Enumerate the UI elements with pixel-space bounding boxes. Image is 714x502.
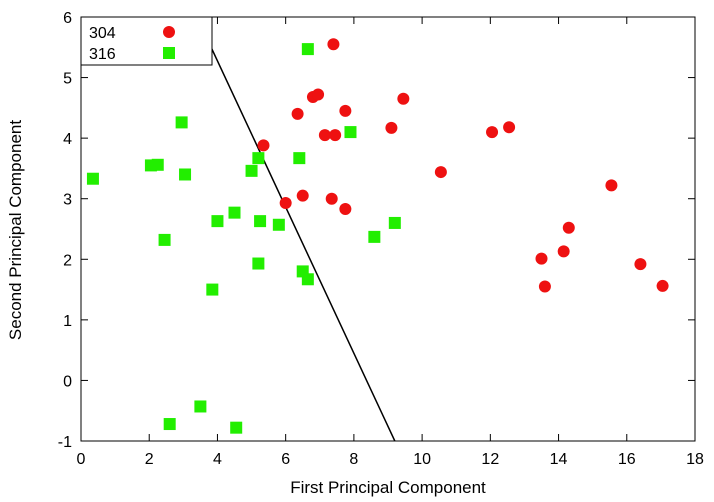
data-point-304 [503,121,516,134]
data-point-304 [538,280,551,293]
y-tick-label: 5 [63,71,72,88]
data-point-316 [368,230,381,243]
x-tick-label: 8 [349,451,358,468]
data-point-316 [194,400,207,413]
x-tick-label: 4 [213,451,222,468]
x-tick-label: 6 [281,451,290,468]
data-point-316 [252,152,265,165]
x-tick-label: 2 [145,451,154,468]
y-tick-label: 2 [63,252,72,269]
y-axis-label: Second Principal Component [6,120,25,340]
data-point-316 [179,168,192,181]
series-316 [86,43,401,434]
x-tick-label: 18 [686,451,704,468]
y-tick-label: 0 [63,373,72,390]
x-tick-label: 10 [413,451,431,468]
data-point-316 [301,43,314,56]
x-tick-label: 14 [550,451,568,468]
data-point-316 [388,216,401,229]
data-point-304 [318,129,331,142]
data-point-304 [339,203,352,216]
y-tick-label: 1 [63,313,72,330]
data-point-304 [312,88,325,101]
data-point-316 [175,116,188,129]
y-tick-label: 4 [63,131,72,148]
x-axis-label: First Principal Component [290,478,486,497]
data-point-304 [562,221,575,234]
legend-box [80,16,213,66]
x-tick-label: 0 [77,451,86,468]
data-point-304 [397,92,410,105]
data-point-316 [344,126,357,139]
data-point-304 [296,189,309,202]
y-tick-label: -1 [58,434,72,451]
data-point-316 [206,283,219,296]
data-point-316 [211,215,224,228]
data-point-304 [385,121,398,134]
data-point-304 [329,129,342,142]
data-point-316 [230,421,243,434]
legend-marker-304 [163,26,175,38]
legend-label-304: 304 [89,25,116,42]
data-point-304 [605,179,618,192]
data-point-316 [301,273,314,286]
data-point-316 [163,418,176,431]
data-point-316 [151,158,164,171]
data-point-304 [291,107,304,120]
data-point-304 [656,279,669,292]
y-tick-label: 3 [63,192,72,209]
legend-label-316: 316 [89,46,116,63]
data-point-304 [339,104,352,117]
data-point-304 [434,166,447,179]
data-point-304 [257,139,270,152]
data-point-316 [245,164,258,177]
y-tick-label: 6 [63,10,72,27]
data-point-316 [228,206,241,219]
data-point-316 [254,215,267,228]
data-point-304 [327,38,340,51]
data-point-304 [634,258,647,271]
data-point-304 [325,192,338,205]
data-point-304 [279,196,292,209]
x-tick-label: 12 [481,451,499,468]
data-point-304 [486,126,499,139]
data-point-316 [158,233,171,246]
data-point-316 [272,218,285,231]
data-point-316 [86,172,99,185]
plot-frame [80,16,696,442]
data-point-316 [252,257,265,270]
data-point-316 [293,152,306,165]
x-tick-label: 16 [618,451,636,468]
data-point-304 [557,245,570,258]
series-304 [257,38,669,293]
data-point-304 [535,252,548,265]
separator-line [196,17,396,441]
legend-marker-316 [163,47,175,59]
